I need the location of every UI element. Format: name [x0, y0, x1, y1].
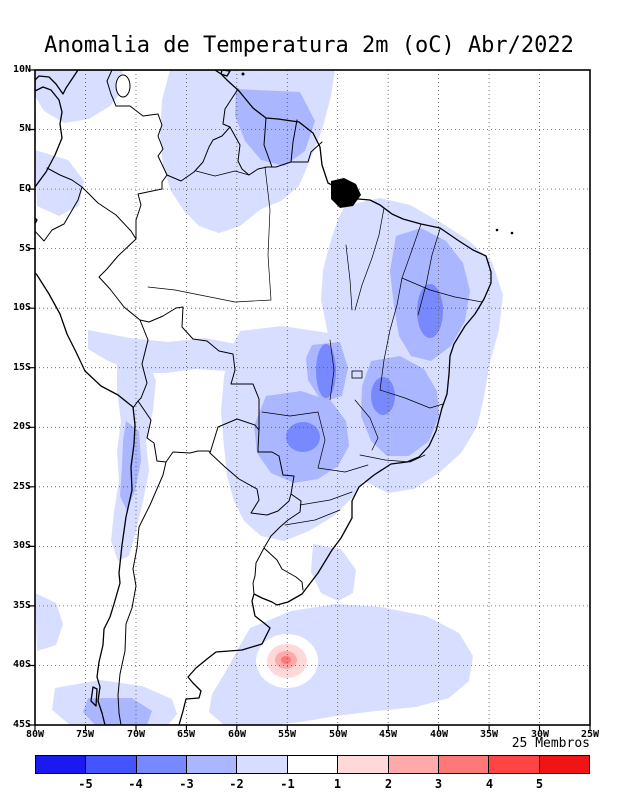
distrito-federal-outline — [351, 370, 363, 379]
lon-axis-label: 30W — [530, 729, 550, 740]
colorbar-tick-label: -1 — [280, 777, 295, 791]
color-scale-segment — [287, 756, 339, 773]
lon-axis-ticks — [34, 725, 591, 731]
lat-axis-label: 10N — [12, 64, 31, 75]
lat-axis-label: 10S — [12, 302, 31, 313]
lat-axis-label: 15S — [12, 362, 31, 373]
lat-axis-label: EQ — [18, 183, 31, 194]
colorbar-tick-label: -2 — [229, 777, 244, 791]
map-frame — [34, 69, 591, 726]
lat-axis-label: 30S — [12, 540, 31, 551]
lake-maracaibo — [115, 74, 131, 98]
color-scale-segment — [539, 756, 589, 773]
lon-axis-label: 65W — [176, 729, 196, 740]
color-scale-segment — [86, 756, 137, 773]
lon-axis-label: 75W — [75, 729, 95, 740]
lat-axis-label: 25S — [12, 481, 31, 492]
warm-anomaly-spot — [256, 634, 318, 688]
colorbar-tick-label: 4 — [485, 777, 494, 791]
figure-title: Anomalia de Temperatura 2m (oC) Abr/2022 — [44, 33, 574, 58]
lon-axis-label: 70W — [126, 729, 146, 740]
colorbar-tick-label: 5 — [535, 777, 544, 791]
state-borders — [147, 166, 483, 526]
atlantic-island-dot-1 — [495, 228, 499, 232]
color-scale-segment — [338, 756, 389, 773]
color-scale-segment — [388, 756, 439, 773]
color-scale-segment — [187, 756, 238, 773]
country-borders — [35, 70, 323, 725]
color-scale-segment — [36, 756, 87, 773]
colorbar-tick-label: -5 — [78, 777, 93, 791]
colorbar-tick-label: -4 — [128, 777, 143, 791]
coastline-path — [35, 70, 492, 725]
lat-axis-ticks — [28, 69, 35, 726]
color-scale-segment — [237, 756, 288, 773]
color-scale-segment — [489, 756, 540, 773]
color-scale-segment — [136, 756, 188, 773]
atlantic-island-dot-2 — [510, 231, 514, 235]
anomaly-shading-dark — [286, 284, 443, 452]
lon-axis-label: 25W — [580, 729, 600, 740]
tobago-island — [241, 72, 245, 76]
colorbar-tick-label: -3 — [179, 777, 194, 791]
lat-axis-label: 20S — [12, 421, 31, 432]
members-label: 25 Membros — [511, 736, 590, 751]
lon-axis-label: 35W — [479, 729, 499, 740]
amazon-delta-blob — [331, 178, 361, 208]
lat-axis-label: 40S — [12, 659, 31, 670]
colorbar-tick-label: 3 — [434, 777, 443, 791]
anomaly-shading-light — [35, 70, 503, 725]
colorbar-tick-label: 2 — [384, 777, 393, 791]
lat-axis-label: 45S — [12, 719, 31, 730]
colorbar-tick-label: 1 — [333, 777, 342, 791]
lon-axis-label: 55W — [277, 729, 297, 740]
lat-axis-label: 5N — [18, 123, 31, 134]
color-scale — [35, 755, 590, 774]
color-scale-segment — [438, 756, 490, 773]
lat-axis-label: 5S — [18, 243, 31, 254]
lon-axis-label: 45W — [378, 729, 398, 740]
chiloe-island — [90, 686, 98, 707]
lon-axis-label: 80W — [25, 729, 45, 740]
map-layers — [35, 70, 590, 725]
lon-axis-label: 40W — [429, 729, 449, 740]
lon-axis-label: 60W — [227, 729, 247, 740]
lon-axis-label: 50W — [328, 729, 348, 740]
lat-axis-label: 35S — [12, 600, 31, 611]
